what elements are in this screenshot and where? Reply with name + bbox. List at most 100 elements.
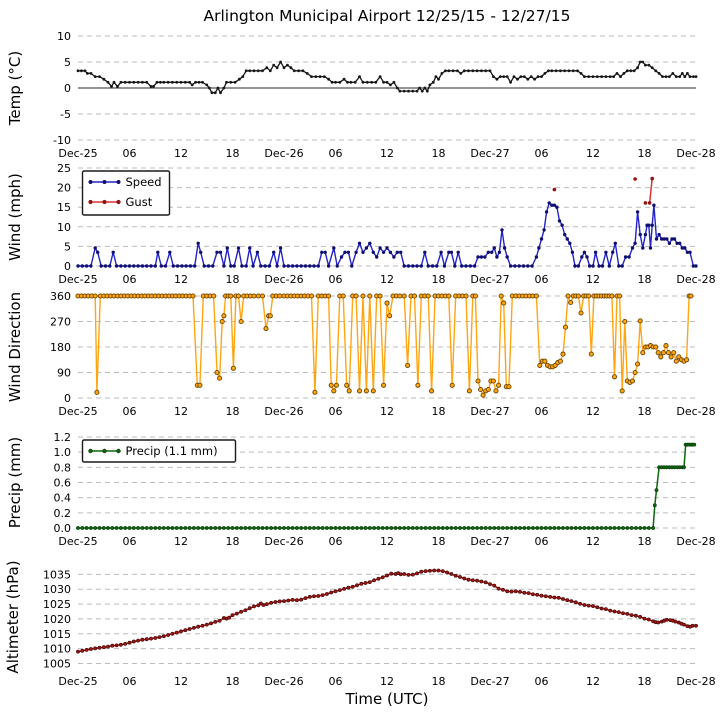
y-tick-labels-precip: 0.0 0.2 0.4 0.6 0.8 1.0 1.2 xyxy=(54,431,72,535)
svg-text:Dec-25: Dec-25 xyxy=(58,147,97,160)
svg-text:06: 06 xyxy=(535,675,549,688)
svg-text:10: 10 xyxy=(57,30,71,43)
svg-text:12: 12 xyxy=(174,273,188,286)
svg-text:Dec-28: Dec-28 xyxy=(676,147,715,160)
svg-text:12: 12 xyxy=(380,535,394,548)
svg-text:12: 12 xyxy=(586,147,600,160)
legend-label-precip: Precip (1.1 mm) xyxy=(126,444,218,458)
svg-text:18: 18 xyxy=(432,535,446,548)
svg-text:0.6: 0.6 xyxy=(54,477,72,490)
x-tick-labels-temp: Dec-25 06 12 18 Dec-26 06 12 18 Dec-27 06 12 18 Dec-… xyxy=(58,147,715,160)
series-gust-markers xyxy=(552,176,654,205)
y-axis-label-wind: Wind (mph) xyxy=(6,173,24,261)
svg-text:06: 06 xyxy=(329,405,343,418)
svg-text:18: 18 xyxy=(638,273,652,286)
svg-text:Dec-25: Dec-25 xyxy=(58,535,97,548)
series-temp-markers xyxy=(76,60,698,95)
svg-text:Dec-27: Dec-27 xyxy=(470,535,509,548)
svg-text:0: 0 xyxy=(64,392,71,405)
svg-text:0: 0 xyxy=(64,260,71,273)
svg-text:06: 06 xyxy=(535,535,549,548)
svg-text:90: 90 xyxy=(57,367,71,380)
subplot-alt: 1005 1010 1015 1020 1025 1030 1035 Dec-25 06 12 18… xyxy=(4,560,716,688)
svg-text:06: 06 xyxy=(123,147,137,160)
svg-text:Dec-28: Dec-28 xyxy=(676,405,715,418)
svg-text:06: 06 xyxy=(329,535,343,548)
svg-text:Dec-26: Dec-26 xyxy=(264,535,303,548)
svg-text:18: 18 xyxy=(226,273,240,286)
chart-title: Arlington Municipal Airport 12/25/15 - 1… xyxy=(203,7,571,25)
svg-text:06: 06 xyxy=(535,405,549,418)
x-tick-labels-precip: Dec-25 06 12 18 Dec-26 06 12 18 Dec-27 06 12 18 Dec-… xyxy=(58,535,715,548)
subplot-wind: 0 5 10 15 20 25 Dec-25 06 12 18 Dec-26 06 12 18 Dec-27… xyxy=(6,162,716,286)
svg-text:1025: 1025 xyxy=(43,598,71,611)
svg-text:0.0: 0.0 xyxy=(54,522,72,535)
y-tick-labels-dir: 0 90 180 270 360 xyxy=(50,290,71,405)
y-axis-label-alt: Altimeter (hPa) xyxy=(4,560,22,673)
svg-text:-10: -10 xyxy=(53,134,71,147)
svg-text:Dec-28: Dec-28 xyxy=(676,675,715,688)
svg-text:5: 5 xyxy=(64,240,71,253)
svg-text:12: 12 xyxy=(586,535,600,548)
svg-text:360: 360 xyxy=(50,290,71,303)
series-speed-markers xyxy=(76,201,698,268)
legend-wind: Speed Gust xyxy=(81,170,171,216)
svg-text:180: 180 xyxy=(50,341,71,354)
svg-text:Dec-27: Dec-27 xyxy=(470,405,509,418)
svg-text:1020: 1020 xyxy=(43,613,71,626)
svg-text:06: 06 xyxy=(535,147,549,160)
svg-text:1015: 1015 xyxy=(43,628,71,641)
svg-text:12: 12 xyxy=(380,675,394,688)
svg-text:0.4: 0.4 xyxy=(54,492,72,505)
svg-text:15: 15 xyxy=(57,201,71,214)
svg-text:12: 12 xyxy=(174,147,188,160)
svg-text:18: 18 xyxy=(432,147,446,160)
x-tick-labels-alt: Dec-25 06 12 18 Dec-26 06 12 18 Dec-27 06 12 18 Dec-… xyxy=(58,675,715,688)
svg-text:0.2: 0.2 xyxy=(54,507,72,520)
svg-text:0.8: 0.8 xyxy=(54,461,72,474)
svg-text:1005: 1005 xyxy=(43,658,71,671)
svg-text:Dec-25: Dec-25 xyxy=(58,273,97,286)
y-tick-labels-temp: -10 -5 0 5 10 xyxy=(53,30,71,147)
svg-text:12: 12 xyxy=(586,273,600,286)
svg-text:Dec-25: Dec-25 xyxy=(58,675,97,688)
svg-text:12: 12 xyxy=(174,405,188,418)
svg-text:12: 12 xyxy=(174,675,188,688)
svg-text:12: 12 xyxy=(174,535,188,548)
svg-text:Dec-27: Dec-27 xyxy=(470,147,509,160)
series-precip xyxy=(76,442,697,530)
svg-text:Dec-26: Dec-26 xyxy=(264,273,303,286)
series-precip-markers xyxy=(76,442,697,530)
svg-text:Dec-27: Dec-27 xyxy=(470,273,509,286)
svg-text:Dec-28: Dec-28 xyxy=(676,273,715,286)
svg-text:12: 12 xyxy=(380,405,394,418)
series-altimeter-markers xyxy=(76,568,698,654)
svg-text:18: 18 xyxy=(226,405,240,418)
svg-text:12: 12 xyxy=(380,273,394,286)
svg-text:06: 06 xyxy=(123,273,137,286)
svg-text:1.0: 1.0 xyxy=(54,446,72,459)
series-gust xyxy=(552,176,654,205)
svg-text:06: 06 xyxy=(123,405,137,418)
svg-text:12: 12 xyxy=(586,675,600,688)
svg-text:18: 18 xyxy=(432,675,446,688)
y-axis-label-dir: Wind Direction xyxy=(6,292,24,402)
series-direction xyxy=(75,293,694,398)
subplot-temp: -10 -5 0 5 10 Dec-25 06 12 18 Dec-26 06 12 18 Dec-27 0… xyxy=(6,30,716,160)
svg-text:Dec-27: Dec-27 xyxy=(470,675,509,688)
svg-text:1030: 1030 xyxy=(43,583,71,596)
svg-text:Dec-25: Dec-25 xyxy=(58,405,97,418)
subplot-precip: 0.0 0.2 0.4 0.6 0.8 1.0 1.2 Dec-25 06 12 18 Dec-26 0… xyxy=(6,431,716,548)
svg-text:18: 18 xyxy=(638,675,652,688)
svg-text:1035: 1035 xyxy=(43,568,71,581)
svg-text:18: 18 xyxy=(432,273,446,286)
series-direction-markers xyxy=(75,293,694,398)
svg-text:06: 06 xyxy=(329,147,343,160)
svg-text:Dec-28: Dec-28 xyxy=(676,535,715,548)
svg-text:18: 18 xyxy=(638,147,652,160)
svg-text:18: 18 xyxy=(638,405,652,418)
svg-text:Dec-26: Dec-26 xyxy=(264,675,303,688)
svg-text:18: 18 xyxy=(638,535,652,548)
